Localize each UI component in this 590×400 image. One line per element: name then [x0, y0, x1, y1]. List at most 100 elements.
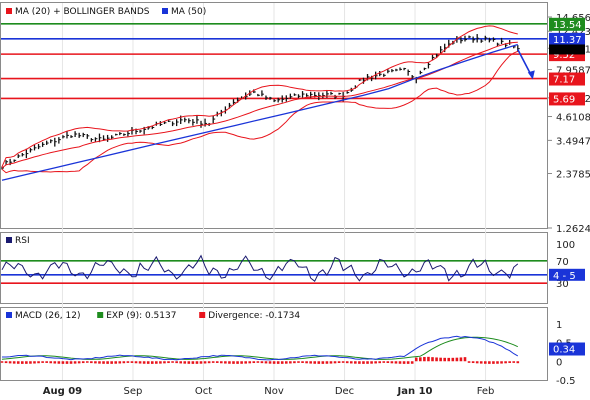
macd-divergence-bar: [130, 361, 134, 363]
macd-divergence-bar: [419, 357, 422, 362]
legend-label: EXP (9): 0.5137: [106, 311, 176, 321]
macd-divergence-bar: [406, 361, 410, 364]
macd-divergence-bar: [77, 361, 81, 364]
macd-current-tag: [549, 342, 585, 356]
x-tick-label: Feb: [477, 386, 495, 397]
macd-divergence-bar: [33, 361, 36, 364]
macd-divergence-bar: [337, 361, 341, 364]
x-tick-label: Nov: [264, 386, 284, 397]
macd-tick-label: 1: [556, 320, 562, 331]
macd-divergence-bar: [195, 361, 199, 364]
macd-divergence-bar: [305, 361, 308, 364]
bollinger-lower: [1, 50, 519, 174]
x-tick-label: Sep: [124, 386, 143, 397]
macd-divergence-bar: [451, 357, 455, 362]
macd-divergence-bar: [4, 361, 8, 364]
macd-divergence-bar: [475, 361, 479, 364]
macd-divergence-bar: [81, 361, 85, 364]
legend-swatch: [199, 312, 206, 318]
macd-divergence-bar: [73, 361, 77, 364]
macd-divergence-bar: [345, 361, 349, 364]
price-level-tag: [549, 92, 585, 106]
macd-divergence-bar: [293, 361, 296, 364]
macd-divergence-bar: [85, 361, 89, 363]
macd-divergence-bar: [463, 357, 467, 362]
price-level-label: 11.37: [553, 35, 582, 46]
macd-tick-label: -0.5: [556, 376, 576, 387]
legend-swatch: [97, 312, 104, 318]
macd-tick-label: 0: [556, 357, 562, 368]
macd-divergence-bar: [333, 361, 337, 364]
legend-swatch: [6, 237, 12, 243]
macd-divergence-bar: [301, 361, 304, 363]
macd-divergence-bar: [256, 361, 260, 363]
macd-divergence-bar: [504, 361, 507, 364]
macd-divergence-bar: [423, 356, 426, 362]
macd-divergence-bar: [260, 361, 264, 364]
macd-divergence-bar: [122, 361, 126, 364]
rsi-line: [1, 254, 519, 282]
macd-divergence-bar: [248, 361, 252, 364]
macd-divergence-bar: [159, 361, 162, 364]
macd-divergence-bar: [29, 361, 32, 364]
legend-label: MACD (26, 12): [15, 311, 81, 321]
price-tick-label: 3.4947: [556, 136, 590, 147]
macd-divergence-bar: [317, 361, 321, 364]
ma50-line: [1, 43, 518, 181]
macd-divergence-bar: [431, 357, 434, 362]
legend-swatch: [6, 312, 12, 318]
macd-divergence-bar: [414, 357, 418, 362]
macd-divergence-bar: [163, 361, 166, 364]
macd-divergence-bar: [240, 361, 243, 364]
price-level-label: 9.52: [553, 50, 575, 61]
macd-divergence-bar: [370, 361, 373, 364]
macd-divergence-bar: [187, 361, 191, 364]
price-tick-label: 7.9587: [556, 66, 590, 77]
macd-divergence-bar: [313, 361, 317, 364]
macd-divergence-bar: [191, 361, 195, 364]
macd-divergence-bar: [175, 361, 178, 364]
macd-divergence-bar: [142, 361, 146, 364]
macd-divergence-bar: [382, 361, 386, 363]
rsi-tick-label: 100: [556, 240, 575, 251]
rsi-current-label: 4 - 5: [553, 271, 576, 282]
macd-divergence-bar: [94, 361, 97, 364]
macd-divergence-bar: [358, 361, 361, 364]
macd-divergence-bar: [199, 361, 203, 364]
price-level-label: 5.69: [553, 94, 575, 105]
macd-divergence-bar: [471, 361, 475, 364]
macd-divergence-bar: [488, 361, 491, 364]
macd-divergence-bar: [224, 361, 227, 364]
macd-divergence-bar: [398, 361, 402, 364]
macd-divergence-bar: [394, 361, 398, 364]
macd-divergence-bar: [25, 361, 28, 364]
macd-divergence-bar: [272, 361, 276, 364]
price-level-tag: [549, 72, 585, 86]
legend-swatch: [6, 8, 12, 14]
macd-divergence-bar: [0, 361, 4, 363]
ma20-line: [1, 41, 518, 169]
macd-divergence-bar: [309, 361, 312, 364]
legend-label: MA (20) + BOLLINGER BANDS: [15, 7, 150, 17]
x-tick-label: Jan 10: [397, 386, 433, 397]
macd-divergence-bar: [390, 361, 394, 364]
macd-divergence-bar: [126, 361, 130, 363]
macd-divergence-bar: [215, 361, 219, 363]
macd-divergence-bar: [57, 361, 61, 364]
x-tick-label: Dec: [335, 386, 354, 397]
macd-divergence-bar: [362, 361, 365, 364]
macd-divergence-bar: [167, 361, 170, 364]
macd-divergence-bar: [211, 361, 215, 363]
macd-divergence-bar: [106, 361, 109, 364]
macd-divergence-bar: [69, 361, 73, 364]
macd-divergence-bar: [252, 361, 256, 364]
macd-divergence-bar: [410, 361, 414, 364]
macd-divergence-bar: [276, 361, 280, 364]
rsi-current-tag: [549, 268, 585, 281]
macd-divergence-bar: [155, 361, 158, 364]
macd-divergence-bar: [118, 361, 122, 364]
macd-divergence-bar: [284, 361, 288, 364]
macd-divergence-bar: [114, 361, 118, 364]
macd-divergence-bar: [289, 361, 292, 364]
macd-divergence-bar: [228, 361, 231, 364]
